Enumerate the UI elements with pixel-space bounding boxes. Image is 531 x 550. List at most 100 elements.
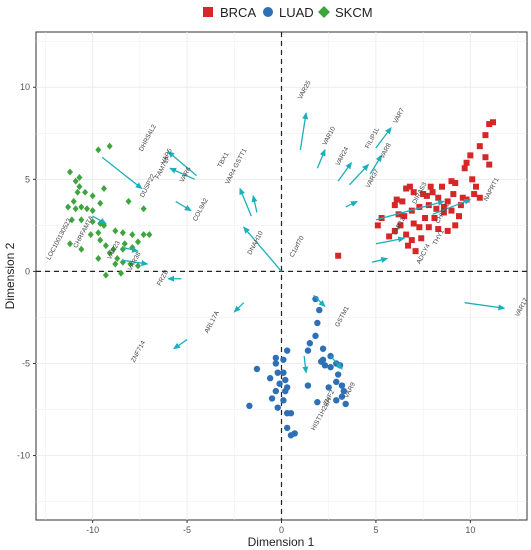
loading-arrow-var3 [122,246,139,253]
point-brca [422,214,429,221]
x-tick-label: 10 [465,525,475,535]
point-brca [405,242,412,249]
point-skcm [87,231,94,239]
point-brca [410,189,417,196]
point-luad [327,363,334,371]
point-brca [440,209,447,216]
legend-item-skcm: SKCM [318,5,373,20]
point-brca [408,237,415,244]
point-brca [427,183,434,190]
point-luad [333,378,340,386]
point-skcm [140,231,147,239]
point-skcm [114,255,121,263]
legend-circle-icon [263,7,273,17]
x-tick-label: 0 [279,525,284,535]
point-luad [246,402,253,410]
point-luad [274,404,281,411]
point-brca [401,213,408,220]
point-luad [280,369,287,376]
point-brca [440,203,447,210]
point-skcm [78,245,85,253]
y-axis-title: Dimension 2 [3,242,17,309]
point-skcm [74,188,81,196]
point-skcm [95,255,102,263]
point-brca [423,192,430,199]
point-brca [403,231,410,238]
point-brca [435,226,442,233]
point-brca [463,159,470,166]
point-brca [473,183,480,190]
loading-arrow-chrfam7a [92,215,107,225]
legend-diamond-icon [318,6,330,18]
point-skcm [110,245,117,253]
point-brca [410,220,417,227]
loading-arrow-gstt1 [251,194,258,213]
point-skcm [102,271,109,279]
y-tick-label: 10 [20,82,30,92]
loading-arrow-dnah10 [243,226,282,272]
point-brca [391,227,398,234]
point-skcm [89,207,96,215]
point-luad [316,306,323,314]
point-brca [459,194,466,201]
point-luad [272,354,280,362]
point-luad [253,365,261,373]
point-skcm [72,177,79,185]
point-skcm [97,236,104,244]
point-brca [399,198,406,205]
point-luad [333,397,340,404]
legend-label-skcm: SKCM [335,5,373,20]
data-points [65,119,497,439]
point-luad [304,347,312,354]
loading-arrow-gstm1 [313,294,326,308]
point-luad [276,380,283,387]
point-skcm [121,240,128,248]
point-brca [386,233,393,240]
x-tick-label: 5 [373,525,378,535]
point-skcm [102,242,109,250]
point-luad [314,398,321,406]
point-skcm [72,205,79,213]
point-brca [482,154,489,161]
point-skcm [70,197,77,205]
point-luad [314,319,321,327]
point-brca [471,191,478,198]
point-brca [482,132,489,139]
point-luad [283,424,291,432]
point-luad [342,400,349,408]
point-skcm [146,231,153,239]
point-skcm [78,216,85,224]
point-luad [334,371,342,378]
x-tick-label: -10 [86,525,99,535]
loading-arrow-filip1l [349,163,370,186]
point-skcm [89,218,96,226]
point-brca [439,183,446,190]
legend-label-luad: LUAD [279,5,314,20]
x-tick-label: -5 [183,525,191,535]
point-brca [486,161,493,168]
loading-arrow-var24 [337,161,352,182]
point-luad [272,387,280,395]
point-skcm [68,216,75,224]
point-brca [433,205,440,212]
loading-arrow-arl17a [233,302,245,313]
point-brca [406,183,413,190]
point-brca [429,189,436,196]
point-brca [444,198,451,205]
loading-arrow-var10 [316,148,326,169]
point-brca [444,227,451,234]
point-skcm [100,185,107,193]
point-luad [274,369,281,376]
loading-arrow-col9a2 [175,200,192,212]
point-brca [469,176,476,183]
point-skcm [106,142,113,150]
legend-item-brca: BRCA [203,5,256,20]
point-luad [280,397,287,404]
loading-arrow-dhrs4l2 [167,151,197,177]
legend-square-icon [203,7,213,17]
loading-arrow-var8 [369,154,383,175]
point-luad [306,340,314,347]
point-luad [338,382,346,389]
loading-arrow-naprt1 [432,198,472,215]
point-brca [476,194,483,201]
